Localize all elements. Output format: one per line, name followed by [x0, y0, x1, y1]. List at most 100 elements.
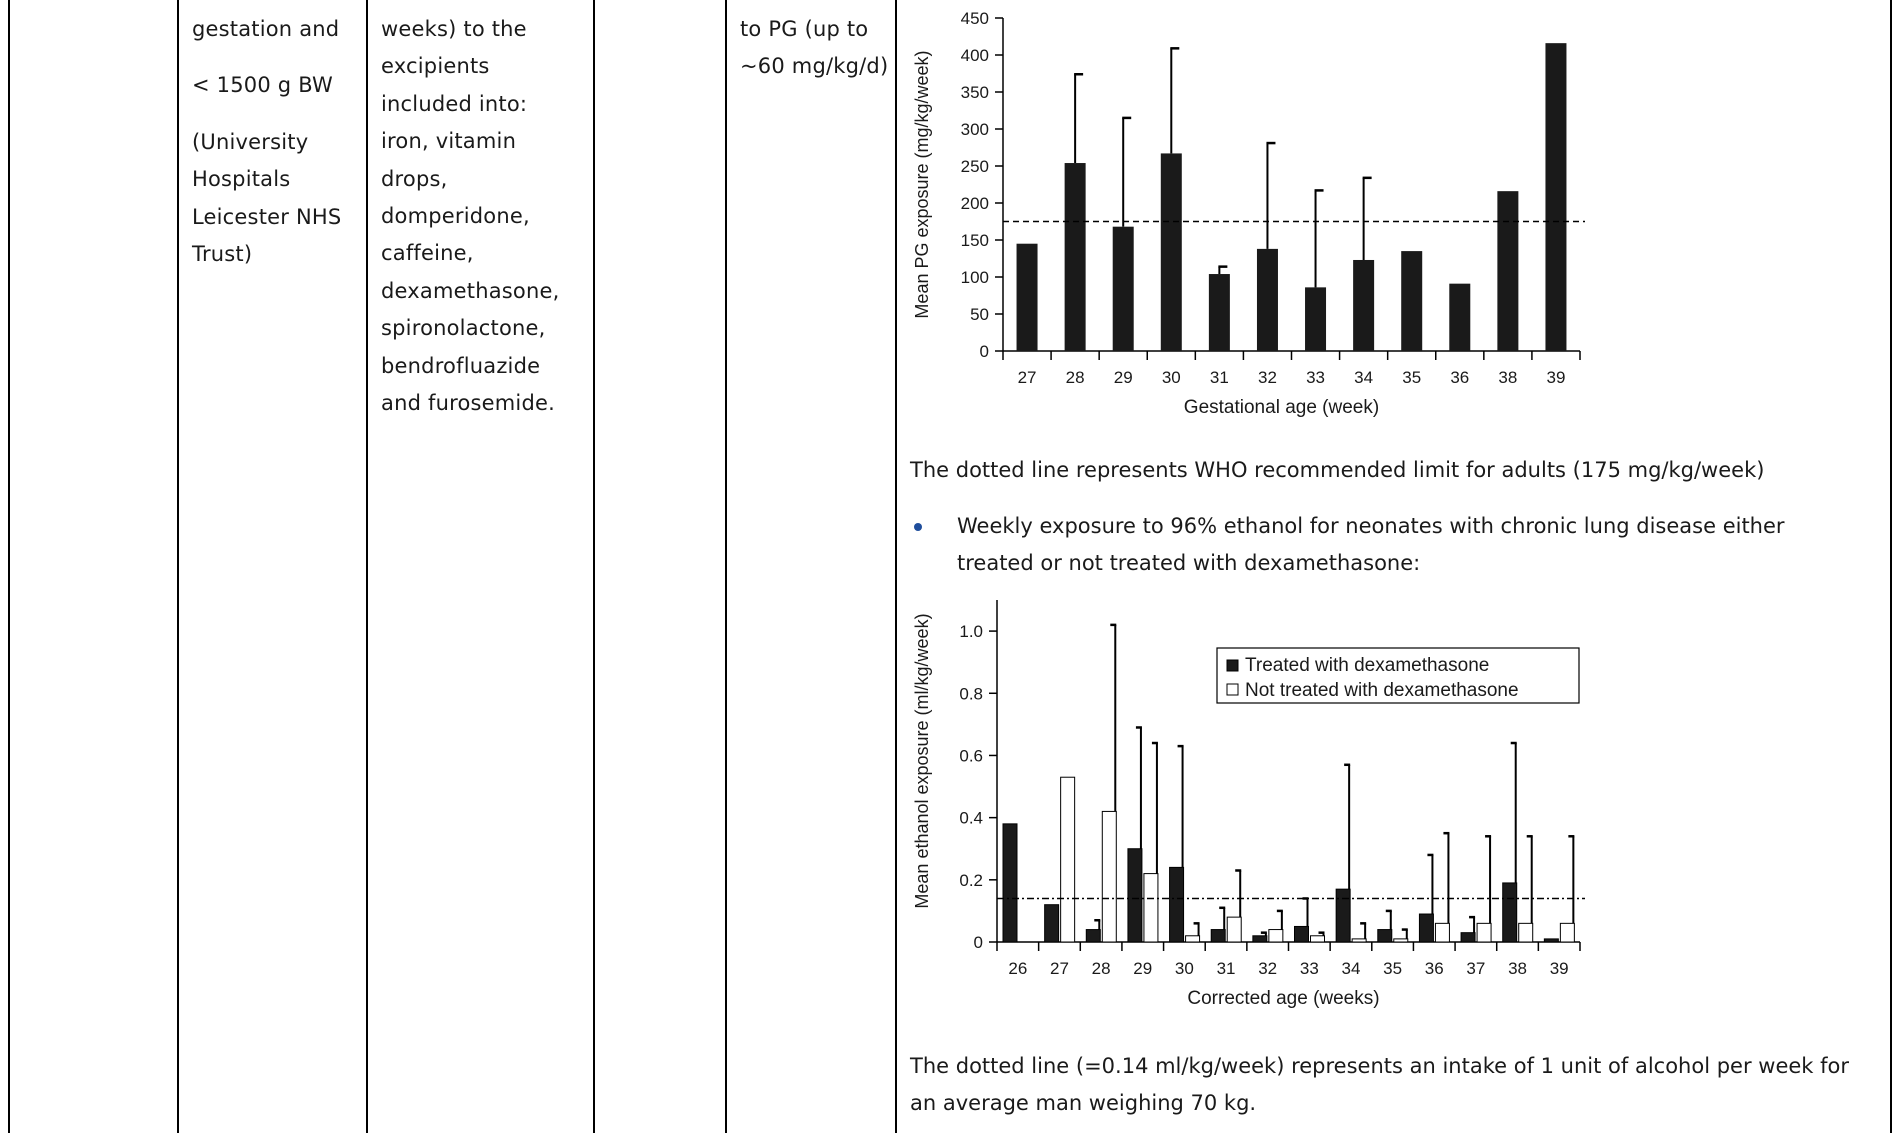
x-tick-label: 30 [1175, 959, 1194, 978]
bar [1449, 283, 1471, 351]
bar-not-treated [1559, 922, 1575, 943]
x-tick-label: 30 [1162, 368, 1181, 387]
cell-line: Hospitals [192, 167, 291, 192]
column-divider-4 [725, 0, 727, 1133]
x-axis-title: Gestational age (week) [1184, 397, 1379, 418]
bar [1064, 163, 1086, 351]
bullet-icon [914, 523, 922, 531]
cell-line: Trust) [192, 242, 253, 267]
bar-not-treated [1101, 810, 1117, 943]
bar-not-treated [1351, 938, 1367, 943]
bullet-text-line: treated or not treated with dexamethason… [957, 551, 1421, 576]
cell-line: excipients [381, 54, 490, 79]
bar-not-treated [1518, 922, 1534, 943]
cell-line: (University [192, 129, 309, 154]
bar-treated [1044, 904, 1060, 943]
bar-treated [1418, 913, 1434, 943]
bar [1160, 153, 1182, 351]
x-tick-label: 38 [1508, 959, 1527, 978]
cell-exposure: weeks) to the excipients included into: … [381, 11, 559, 422]
bar-treated [1377, 929, 1393, 943]
x-tick-label: 39 [1550, 959, 1569, 978]
x-tick-label: 35 [1402, 368, 1421, 387]
cell-line: bendrofluazide [381, 353, 541, 378]
x-tick-label: 34 [1354, 368, 1373, 387]
y-tick-label: 250 [961, 157, 989, 176]
bar-not-treated [1476, 922, 1492, 943]
bar [1353, 259, 1375, 351]
y-tick-label: 0.4 [959, 809, 983, 828]
bar-not-treated [1268, 929, 1284, 943]
cell-line: dexamethasone, [381, 278, 560, 303]
cell-dose: to PG (up to ~60 mg/kg/d) [740, 11, 888, 86]
cell-line: spironolactone, [381, 316, 546, 341]
x-tick-label: 27 [1050, 959, 1069, 978]
legend-box [1216, 647, 1580, 704]
y-tick-label: 100 [961, 268, 989, 287]
y-tick-label: 300 [961, 120, 989, 139]
bar [1016, 243, 1038, 351]
cell-line: weeks) to the [381, 17, 527, 41]
cell-line: < 1500 g BW [192, 73, 334, 98]
cell-line: drops, [381, 166, 448, 191]
x-tick-label: 35 [1383, 959, 1402, 978]
y-axis-title: Mean PG exposure (mg/kg/week) [912, 50, 932, 318]
y-tick-label: 0.8 [959, 684, 983, 703]
x-tick-label: 37 [1466, 959, 1485, 978]
cell-line: caffeine, [381, 241, 474, 266]
x-tick-label: 39 [1546, 368, 1565, 387]
column-divider-1 [177, 0, 179, 1133]
bar [1256, 248, 1278, 351]
bullet-text-line: Weekly exposure to 96% ethanol for neona… [957, 514, 1785, 538]
cell-line: to PG (up to [740, 17, 869, 41]
x-tick-label: 36 [1450, 368, 1469, 387]
y-tick-label: 450 [961, 9, 989, 28]
cell-line: Leicester NHS [192, 204, 342, 229]
y-axis-title: Mean ethanol exposure (ml/kg/week) [912, 613, 932, 908]
y-tick-label: 50 [970, 305, 989, 324]
legend-label: Treated with dexamethasone [1245, 655, 1489, 676]
cell-line: included into: [381, 91, 528, 116]
x-tick-label: 27 [1018, 368, 1037, 387]
x-tick-label: 29 [1133, 959, 1152, 978]
bar [1305, 287, 1327, 351]
y-tick-label: 1.0 [959, 622, 983, 641]
x-tick-label: 33 [1306, 368, 1325, 387]
ethanol-exposure-chart: 0 0.2 0.4 0.6 0.8 1.0 26 27 28 29 30 31 32 33 34 35 36 37… [912, 600, 1585, 1009]
bar [1545, 43, 1567, 351]
y-tick-label: 200 [961, 194, 989, 213]
y-tick-label: 0.6 [959, 746, 983, 765]
column-divider-2 [366, 0, 368, 1133]
x-tick-label: 33 [1300, 959, 1319, 978]
x-tick-label: 36 [1425, 959, 1444, 978]
y-tick-label: 0 [974, 933, 983, 952]
bar-not-treated [1143, 873, 1159, 943]
bar-not-treated [1310, 935, 1325, 943]
bar-treated [1127, 848, 1143, 943]
bar-treated [1502, 882, 1518, 943]
cell-line: gestation and [192, 17, 340, 41]
bar [1112, 226, 1134, 351]
table-border-left [8, 0, 10, 1133]
bar-not-treated [1185, 935, 1201, 943]
bar-treated [1169, 866, 1185, 943]
legend-label: Not treated with dexamethasone [1245, 680, 1519, 701]
bar-treated [1085, 929, 1101, 943]
bar-treated [1335, 888, 1351, 943]
bar [1401, 251, 1423, 351]
bar-treated [1294, 925, 1309, 943]
x-tick-label: 32 [1258, 959, 1277, 978]
y-tick-label: 0 [980, 342, 989, 361]
cell-line: and furosemide. [381, 391, 555, 416]
y-tick-label: 0.2 [959, 871, 983, 890]
x-tick-label: 28 [1066, 368, 1085, 387]
x-tick-label: 38 [1498, 368, 1517, 387]
x-axis-title: Corrected age (weeks) [1187, 988, 1379, 1009]
cell-line: ~60 mg/kg/d) [740, 54, 889, 79]
bullet-text: Weekly exposure to 96% ethanol for neona… [957, 508, 1785, 583]
legend-swatch-not-treated [1226, 683, 1239, 696]
bar-treated [1543, 938, 1559, 943]
x-tick-label: 34 [1342, 959, 1361, 978]
chart-2-note-line: The dotted line (=0.14 ml/kg/week) repre… [910, 1054, 1850, 1078]
